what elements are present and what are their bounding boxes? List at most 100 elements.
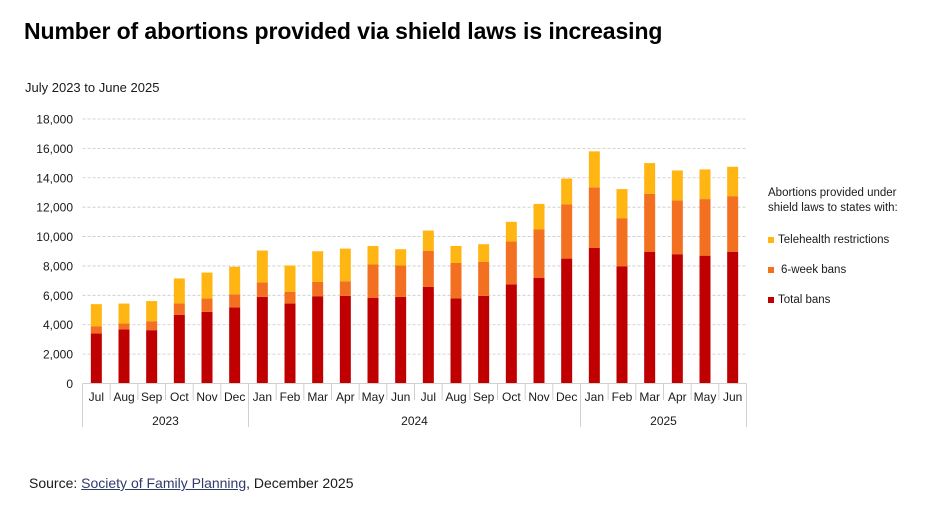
bar-segment-total-bans — [616, 266, 628, 384]
legend-item-6-week-bans: 6-week bans — [768, 264, 846, 276]
bar-segment-6-week-bans — [671, 200, 683, 255]
x-tick-label: Dec — [224, 390, 245, 404]
bar-segment-6-week-bans — [173, 303, 185, 315]
bar-segment-telehealth-restrictions — [505, 221, 517, 242]
x-tick-label: Feb — [612, 390, 633, 404]
y-tick-label: 2,000 — [43, 348, 73, 362]
year-group-label: 2023 — [152, 414, 179, 428]
x-tick-label: Nov — [196, 390, 217, 404]
bar-segment-6-week-bans — [699, 199, 711, 256]
bar-segment-telehealth-restrictions — [118, 303, 130, 324]
bar-segment-6-week-bans — [256, 282, 268, 297]
y-tick-label: 10,000 — [36, 230, 73, 244]
x-tick-label: Jan — [253, 390, 272, 404]
bar-segment-6-week-bans — [422, 250, 434, 287]
bar-segment-telehealth-restrictions — [671, 170, 683, 201]
x-tick-label: Jun — [391, 390, 410, 404]
bar-segment-total-bans — [395, 296, 407, 384]
bar-segment-6-week-bans — [644, 193, 656, 252]
bar-segment-telehealth-restrictions — [616, 189, 628, 219]
bar-segment-6-week-bans — [367, 264, 379, 298]
bar-segment-telehealth-restrictions — [450, 245, 462, 264]
bar-segment-6-week-bans — [616, 218, 628, 267]
bar-segment-total-bans — [450, 298, 462, 384]
bar-segment-6-week-bans — [339, 281, 351, 296]
x-tick-label: Sep — [473, 390, 495, 404]
legend-swatch — [768, 297, 774, 303]
bar-segment-telehealth-restrictions — [588, 151, 600, 188]
bar-segment-total-bans — [422, 286, 434, 384]
bar-segment-telehealth-restrictions — [727, 166, 739, 197]
bar-segment-6-week-bans — [505, 241, 517, 285]
legend-label: 6-week bans — [781, 264, 847, 276]
y-tick-label: 18,000 — [36, 113, 73, 127]
bar-segment-6-week-bans — [201, 298, 213, 312]
legend-title-line2: shield laws to states with: — [768, 202, 898, 214]
bar-segment-total-bans — [312, 296, 324, 384]
x-tick-label: Jun — [723, 390, 742, 404]
bar-segment-total-bans — [588, 247, 600, 384]
legend-item-telehealth-restrictions: Telehealth restrictions — [768, 234, 889, 246]
legend-swatch — [768, 237, 774, 243]
bar-segment-6-week-bans — [90, 326, 102, 334]
x-tick-label: Apr — [668, 390, 687, 404]
bar-segment-total-bans — [256, 296, 268, 384]
bar-segment-telehealth-restrictions — [146, 301, 158, 322]
y-tick-label: 8,000 — [43, 259, 73, 273]
bar-segment-total-bans — [90, 333, 102, 384]
x-tick-label: May — [362, 390, 385, 404]
bar-segment-telehealth-restrictions — [699, 169, 711, 200]
bar-segment-telehealth-restrictions — [644, 163, 656, 194]
y-tick-label: 12,000 — [36, 201, 73, 215]
bar-segment-total-bans — [146, 330, 158, 384]
bar-segment-telehealth-restrictions — [561, 178, 573, 205]
bar-segment-total-bans — [229, 307, 241, 384]
bar-segment-total-bans — [644, 251, 656, 384]
x-tick-label: Oct — [502, 390, 521, 404]
bar-segment-total-bans — [284, 303, 296, 384]
bar-segment-6-week-bans — [561, 204, 573, 259]
bar-segment-6-week-bans — [450, 263, 462, 299]
bar-segment-6-week-bans — [533, 229, 545, 278]
x-tick-label: Aug — [113, 390, 134, 404]
x-tick-label: Mar — [307, 390, 328, 404]
legend: Abortions provided under shield laws to … — [768, 186, 928, 306]
bar-segment-total-bans — [173, 314, 185, 384]
year-group-label: 2025 — [650, 414, 677, 428]
bar-segment-total-bans — [671, 254, 683, 384]
bar-segment-6-week-bans — [229, 294, 241, 308]
legend-label: Total bans — [778, 294, 831, 306]
bar-segment-telehealth-restrictions — [533, 203, 545, 230]
legend-swatch — [768, 267, 774, 273]
bar-segment-6-week-bans — [478, 261, 490, 296]
source-link[interactable]: Society of Family Planning — [81, 475, 247, 491]
bar-segment-6-week-bans — [588, 187, 600, 248]
bar-segment-total-bans — [118, 329, 130, 384]
bar-segment-telehealth-restrictions — [90, 304, 102, 327]
x-tick-label: Aug — [445, 390, 466, 404]
bar-segment-telehealth-restrictions — [478, 244, 490, 262]
bar-segment-telehealth-restrictions — [422, 230, 434, 251]
year-group-label: 2024 — [401, 414, 428, 428]
bar-segment-total-bans — [505, 284, 517, 384]
x-tick-label: Mar — [639, 390, 660, 404]
bar-segment-total-bans — [339, 295, 351, 384]
bar-segment-telehealth-restrictions — [367, 245, 379, 265]
bar-segment-telehealth-restrictions — [339, 248, 351, 282]
y-tick-label: 4,000 — [43, 318, 73, 332]
bar-segment-6-week-bans — [284, 291, 296, 304]
bar-segment-telehealth-restrictions — [312, 251, 324, 282]
legend-title: Abortions provided under shield laws to … — [768, 186, 928, 216]
y-tick-label: 6,000 — [43, 289, 73, 303]
chart-subtitle: July 2023 to June 2025 — [25, 80, 160, 95]
legend-label: Telehealth restrictions — [778, 234, 890, 246]
x-tick-label: Apr — [336, 390, 355, 404]
bar-segment-total-bans — [533, 277, 545, 384]
y-tick-label: 0 — [66, 377, 73, 391]
bar-segment-telehealth-restrictions — [173, 278, 185, 304]
source-note: Source: Society of Family Planning, Dece… — [29, 475, 354, 491]
source-prefix: Source: — [29, 475, 82, 491]
y-tick-label: 16,000 — [36, 142, 73, 156]
bar-segment-total-bans — [201, 311, 213, 384]
